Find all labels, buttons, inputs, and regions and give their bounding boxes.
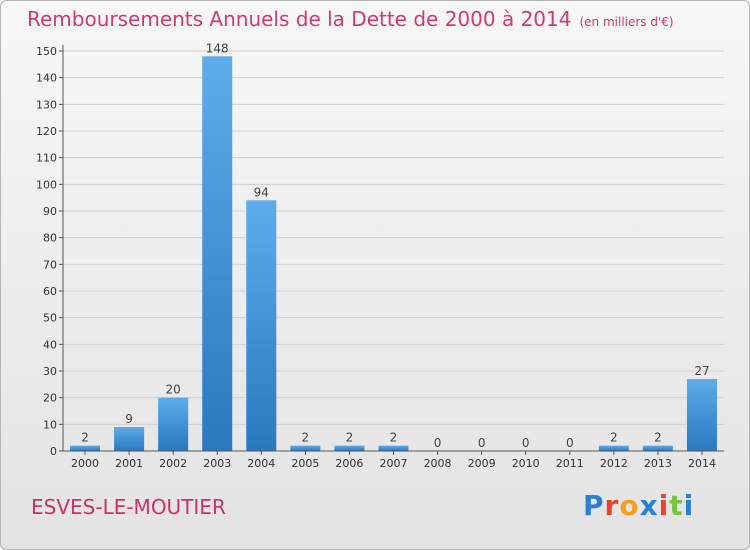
- y-tick-label: 0: [50, 445, 57, 458]
- x-tick-label: 2010: [512, 457, 540, 470]
- y-tick-label: 110: [36, 152, 57, 165]
- x-tick-label: 2011: [556, 457, 584, 470]
- x-tick-label: 2002: [159, 457, 187, 470]
- chart-title-text: Remboursements Annuels de la Dette de 20…: [27, 7, 572, 31]
- bar-value-label: 20: [166, 383, 181, 397]
- bar: [246, 200, 277, 451]
- logo-letter: t: [669, 489, 684, 522]
- bar: [598, 445, 629, 451]
- logo-letter: x: [639, 489, 659, 522]
- bar: [70, 445, 101, 451]
- bar-value-label: 27: [694, 364, 709, 378]
- bar-value-label: 2: [654, 431, 662, 445]
- bar-value-label: 2: [81, 431, 89, 445]
- y-tick-label: 130: [36, 98, 57, 111]
- logo-letter: i: [658, 489, 670, 522]
- x-tick-label: 2004: [247, 457, 275, 470]
- y-tick-label: 140: [36, 72, 57, 85]
- proxiti-logo: Proxiti: [583, 489, 694, 522]
- bar-value-label: 2: [346, 431, 354, 445]
- bar-value-label: 0: [522, 436, 530, 450]
- bar: [290, 445, 321, 451]
- y-tick-label: 60: [43, 285, 57, 298]
- y-tick-label: 150: [36, 45, 57, 58]
- unit-note: (en milliers d'€): [579, 15, 674, 29]
- y-tick-label: 10: [43, 418, 57, 431]
- bar-value-label: 148: [206, 41, 229, 55]
- x-tick-label: 2013: [644, 457, 672, 470]
- y-tick-label: 40: [43, 338, 57, 351]
- grid-lines: [63, 50, 724, 425]
- logo-letter: o: [619, 489, 640, 522]
- bar-value-label: 0: [434, 436, 442, 450]
- x-tick-label: 2006: [335, 457, 363, 470]
- chart-title: Remboursements Annuels de la Dette de 20…: [27, 7, 674, 31]
- bar: [642, 445, 673, 451]
- x-tick-label: 2005: [291, 457, 319, 470]
- y-tick-label: 90: [43, 205, 57, 218]
- y-tick-label: 20: [43, 392, 57, 405]
- bar: [378, 445, 409, 451]
- x-tick-label: 2000: [71, 457, 99, 470]
- logo-letter: i: [683, 489, 695, 522]
- bar-value-label: 94: [254, 185, 269, 199]
- bar: [158, 397, 189, 451]
- bar-value-label: 9: [125, 412, 133, 426]
- y-tick-label: 80: [43, 232, 57, 245]
- y-tick-label: 30: [43, 365, 57, 378]
- logo-letter: r: [604, 489, 620, 522]
- x-tick-label: 2014: [688, 457, 716, 470]
- x-tick-label: 2007: [380, 457, 408, 470]
- x-tick-label: 2008: [424, 457, 452, 470]
- bar-value-label: 2: [302, 431, 310, 445]
- bar: [202, 56, 233, 451]
- y-tick-label: 120: [36, 125, 57, 138]
- x-tick-label: 2009: [468, 457, 496, 470]
- x-tick-label: 2001: [115, 457, 143, 470]
- y-tick-label: 100: [36, 178, 57, 191]
- bar: [114, 427, 145, 451]
- bar: [334, 445, 365, 451]
- axes: [62, 45, 724, 452]
- x-axis-ticks: 2000 2001 2002 2003 2004 2005 2006 2007 2008 2009…: [71, 451, 716, 470]
- x-tick-label: 2012: [600, 457, 628, 470]
- bar: [686, 379, 717, 451]
- bar-value-label: 2: [610, 431, 618, 445]
- logo-letter: P: [583, 489, 605, 522]
- bar-value-label: 2: [390, 431, 398, 445]
- y-tick-label: 50: [43, 312, 57, 325]
- x-tick-label: 2003: [203, 457, 231, 470]
- bar-value-label: 0: [566, 436, 574, 450]
- y-axis-ticks: 0 10 20 30 40 50 60 70 80 90 100 110 120 130 140 150: [36, 45, 63, 458]
- y-tick-label: 70: [43, 258, 57, 271]
- bar-value-label: 0: [478, 436, 486, 450]
- commune-name: ESVES-LE-MOUTIER: [31, 495, 226, 519]
